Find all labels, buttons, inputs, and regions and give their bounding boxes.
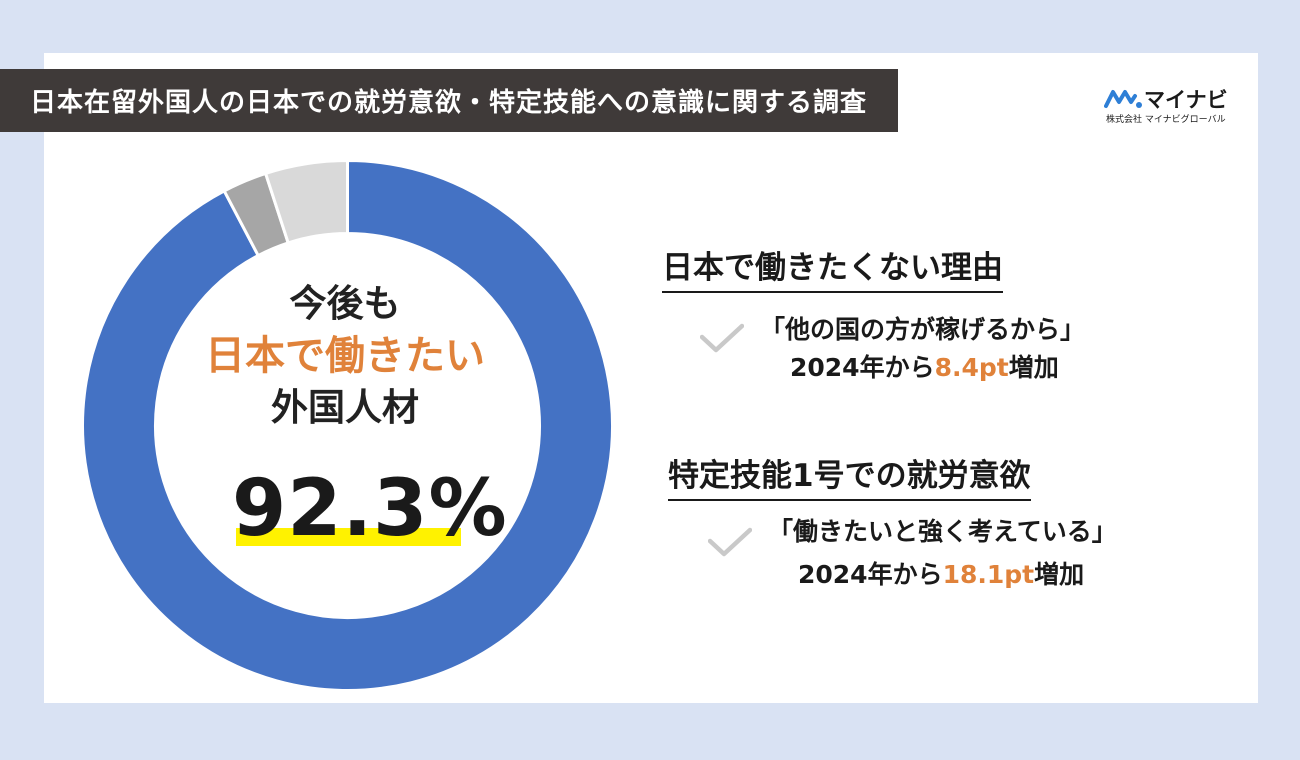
motivation-stat: 2024年から18.1pt増加 — [798, 555, 1084, 591]
percent-block: 92.3% — [232, 464, 507, 560]
section-heading-motivation: 特定技能1号での就労意欲 — [668, 450, 1031, 501]
center-line-1: 今後も — [289, 282, 401, 325]
logo-subtitle: 株式会社 マイナビグローバル — [1106, 115, 1226, 125]
donut-chart — [81, 158, 614, 692]
reason-stat-suffix: 増加 — [1008, 353, 1059, 382]
percent-highlight — [236, 528, 461, 546]
reason-stat-prefix: 2024年から — [790, 353, 935, 382]
center-line-3: 外国人材 — [271, 386, 419, 429]
checkmark-icon — [700, 323, 744, 353]
motivation-stat-suffix: 増加 — [1034, 560, 1085, 589]
section-heading-reasons: 日本で働きたくない理由 — [662, 242, 1003, 293]
reason-quote: 「他の国の方が稼げるから」 — [760, 315, 1086, 344]
percent-value: 92.3% — [232, 464, 508, 554]
donut-center-label: 今後も 日本で働きたい 外国人材 — [180, 278, 510, 434]
brand-logo: マイナビ 株式会社 マイナビグローバル — [1104, 84, 1234, 128]
reason-stat: 2024年から8.4pt増加 — [790, 348, 1059, 384]
page-title: 日本在留外国人の日本での就労意欲・特定技能への意識に関する調査 — [0, 69, 898, 132]
motivation-stat-value: 18.1pt — [942, 560, 1035, 589]
logo-name: マイナビ — [1144, 88, 1228, 112]
checkmark-icon — [708, 527, 752, 557]
center-line-2: 日本で働きたい — [205, 333, 485, 379]
donut-slice-2 — [263, 158, 349, 245]
donut-slice-0 — [81, 158, 614, 692]
mynavi-logo-icon — [1104, 90, 1142, 108]
motivation-stat-prefix: 2024年から — [798, 560, 943, 589]
reason-stat-value: 8.4pt — [934, 353, 1009, 382]
motivation-quote: 「働きたいと強く考えている」 — [768, 517, 1117, 546]
